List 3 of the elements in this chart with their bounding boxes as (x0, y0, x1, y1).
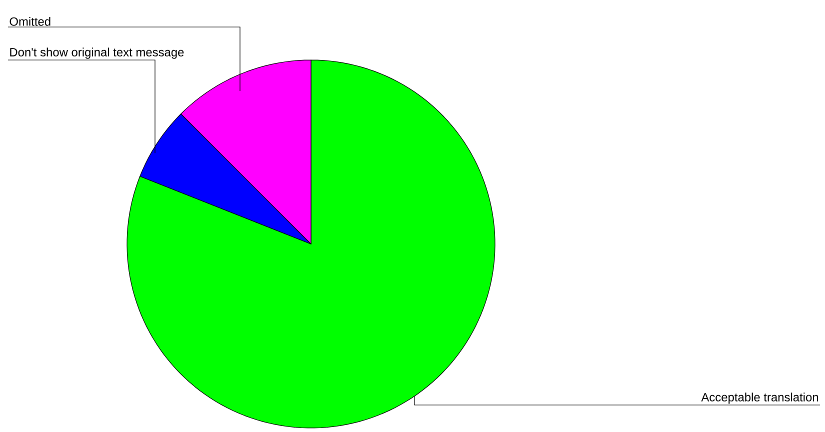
slice-label: Don't show original text message (10, 48, 184, 59)
slice-label: Acceptable translation (701, 392, 818, 404)
slice-label: Omitted (10, 17, 50, 26)
